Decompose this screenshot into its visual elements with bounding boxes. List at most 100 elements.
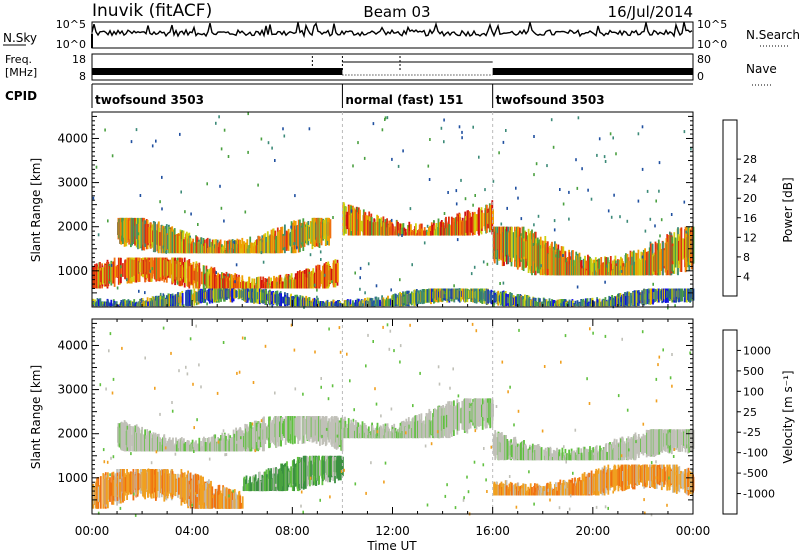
velocity-speckle xyxy=(658,355,661,359)
power-cell xyxy=(271,281,274,289)
velocity-cell xyxy=(138,428,141,452)
power-speckle xyxy=(568,190,570,194)
power-cell xyxy=(470,216,473,233)
velocity-cell xyxy=(522,483,525,496)
velocity-cell xyxy=(489,398,492,429)
velocity-speckle xyxy=(155,450,158,454)
power-cell xyxy=(198,268,201,287)
velocity-cell xyxy=(214,438,217,452)
velocity-cell xyxy=(382,424,385,439)
velocity-speckle xyxy=(111,391,114,395)
power-cell xyxy=(159,232,161,246)
power-speckle xyxy=(155,139,157,143)
velocity-speckle xyxy=(251,422,254,426)
power-cell xyxy=(97,299,100,307)
velocity-cell xyxy=(409,421,412,439)
power-speckle xyxy=(443,118,445,122)
power-cell xyxy=(200,271,203,285)
power-speckle xyxy=(461,130,463,134)
velocity-cell xyxy=(609,444,612,461)
power-speckle xyxy=(233,241,236,244)
power-speckle xyxy=(474,194,476,197)
freq-label-bottom: [MHz] xyxy=(5,66,37,79)
velocity-speckle xyxy=(225,453,228,456)
velocity-cell xyxy=(288,416,290,441)
velocity-speckle xyxy=(662,348,664,352)
power-cell xyxy=(277,231,280,254)
velocity-speckle xyxy=(349,379,351,383)
velocity-speckle xyxy=(474,429,477,433)
power-cell xyxy=(559,299,562,307)
velocity-speckle xyxy=(380,414,382,418)
power-speckle xyxy=(352,164,354,168)
velocity-speckle xyxy=(635,440,637,444)
power-speckle xyxy=(646,189,649,193)
velocity-speckle xyxy=(628,485,630,489)
power-cell xyxy=(359,209,361,236)
power-cell xyxy=(198,289,201,304)
power-speckle xyxy=(690,147,692,151)
velocity-cell xyxy=(271,419,274,443)
velocity-speckle xyxy=(236,371,238,375)
power-speckle xyxy=(151,144,154,148)
velocity-cell xyxy=(531,443,534,461)
velocity-speckle xyxy=(541,429,544,433)
power-speckle xyxy=(386,116,389,120)
velocity-cell xyxy=(564,480,566,496)
power-cell xyxy=(548,298,551,307)
power-cell xyxy=(419,223,422,236)
power-speckle xyxy=(447,191,449,194)
noise-right-label: N.Search xyxy=(746,28,800,42)
velocity-cell xyxy=(531,487,533,496)
power-cell xyxy=(650,288,653,304)
velocity-cell xyxy=(283,418,286,438)
velocity-cell xyxy=(537,485,540,496)
velocity-cell xyxy=(200,441,202,452)
power-speckle xyxy=(401,234,403,237)
velocity-speckle xyxy=(329,495,331,499)
cpid-segments: twofsound 3503 normal (fast) 151 twofsound… xyxy=(91,84,605,108)
velocity-speckle xyxy=(430,442,433,446)
power-cell xyxy=(133,299,136,307)
power-speckle xyxy=(655,199,657,203)
power-cell xyxy=(235,290,238,297)
power-speckle xyxy=(215,121,217,125)
velocity-speckle xyxy=(655,399,658,403)
power-cell xyxy=(241,237,244,254)
power-colorbar-label: Power [dB] xyxy=(781,177,795,242)
power-cell xyxy=(288,297,290,306)
power-cell xyxy=(545,299,548,307)
velocity-speckle xyxy=(626,408,629,412)
velocity-speckle xyxy=(343,468,345,472)
velocity-cell xyxy=(638,437,641,455)
power-cell xyxy=(99,298,102,307)
power-speckle xyxy=(590,197,593,201)
velocity-speckle xyxy=(162,326,165,330)
power-cell xyxy=(532,233,535,273)
velocity-cell xyxy=(299,457,302,490)
power-cell xyxy=(238,276,241,289)
velocity-speckle xyxy=(352,418,355,422)
velocity-cell xyxy=(543,449,545,461)
velocity-speckle xyxy=(133,492,135,496)
power-cell xyxy=(576,300,579,307)
velocity-cell xyxy=(511,486,514,496)
power-cell xyxy=(555,301,558,307)
power-colorbar-tick-label: 8 xyxy=(743,251,750,264)
power-speckle xyxy=(615,152,617,156)
velocity-speckle xyxy=(466,475,468,479)
power-speckle xyxy=(606,264,608,268)
power-cell xyxy=(204,243,207,254)
velocity-speckle xyxy=(642,422,645,426)
power-cell xyxy=(107,301,110,307)
cpid-label: CPID xyxy=(5,89,37,103)
power-cell xyxy=(333,303,335,307)
velocity-cell xyxy=(175,479,178,492)
power-speckle xyxy=(206,302,208,306)
power-speckle xyxy=(674,304,676,308)
power-speckle xyxy=(607,209,610,213)
power-cell xyxy=(539,298,541,307)
velocity-cell xyxy=(243,476,246,491)
power-cell xyxy=(185,290,188,307)
velocity-speckle xyxy=(340,470,343,473)
